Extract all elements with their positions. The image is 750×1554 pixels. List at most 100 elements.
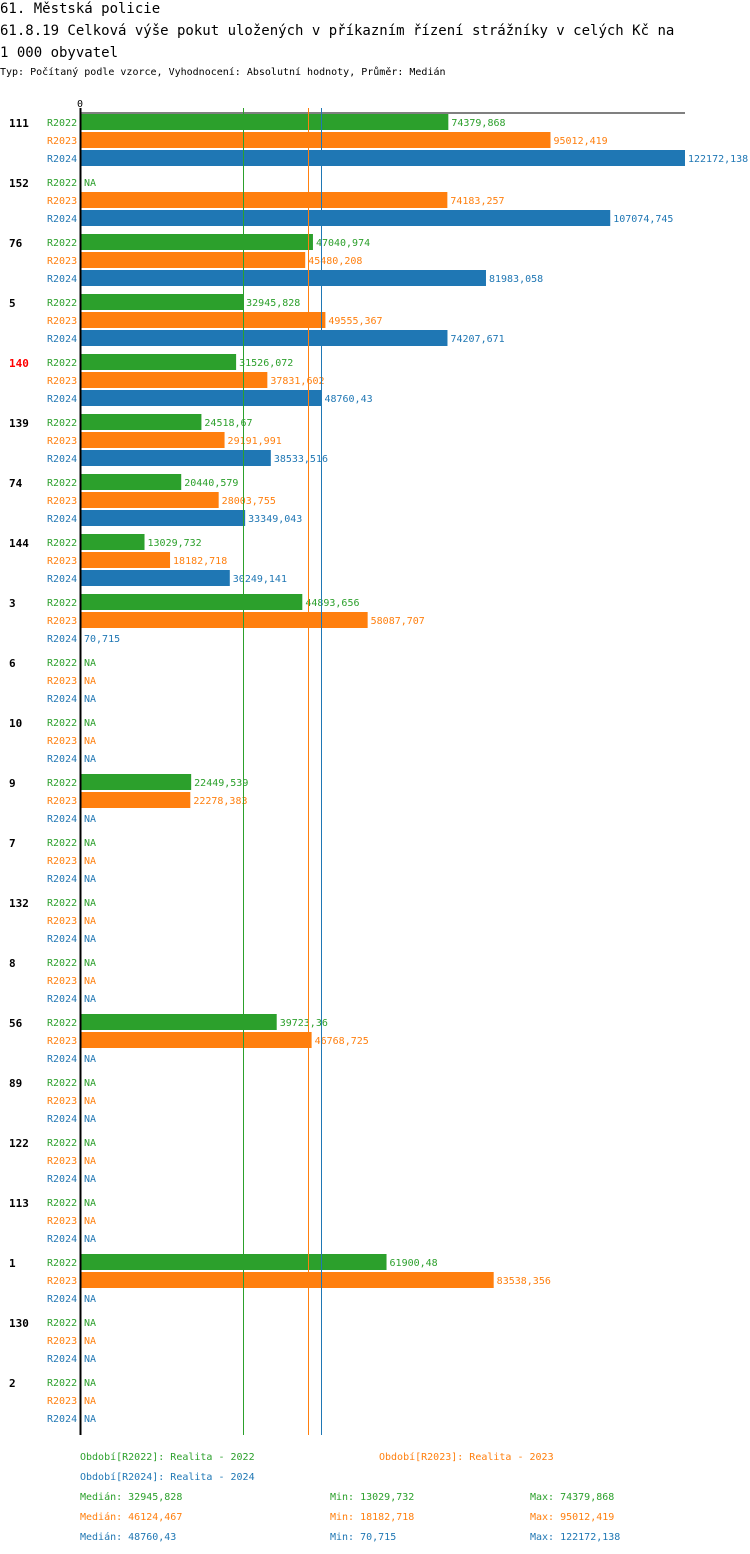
bar-R2022 (80, 774, 192, 790)
series-label: R2022 (47, 778, 77, 789)
bar-value-label: 61900,48 (390, 1258, 438, 1269)
bar-value-label: 39723,36 (280, 1018, 328, 1029)
bar-value-label: NA (84, 1138, 96, 1149)
category-label: 89 (9, 1077, 22, 1090)
series-label: R2023 (47, 856, 77, 867)
bar-value-label: NA (84, 718, 96, 729)
bar-value-label: NA (84, 1318, 96, 1329)
category-label: 9 (9, 777, 16, 790)
series-label: R2024 (47, 1294, 77, 1305)
bar-R2024 (80, 510, 246, 526)
stat-min: Min: 18182,718 (330, 1512, 414, 1523)
series-label: R2024 (47, 1354, 77, 1365)
bar-value-label: 24518,67 (204, 418, 252, 429)
series-label: R2023 (47, 196, 77, 207)
series-label: R2022 (47, 718, 77, 729)
bar-value-label: NA (84, 1174, 96, 1185)
series-label: R2023 (47, 1096, 77, 1107)
series-label: R2024 (47, 154, 77, 165)
bar-value-label: NA (84, 1216, 96, 1227)
bar-value-label: NA (84, 1114, 96, 1125)
bar-R2024 (80, 330, 448, 346)
stat-median: Medián: 46124,467 (80, 1511, 182, 1523)
bar-value-label: 38533,516 (274, 454, 328, 465)
series-label: R2024 (47, 934, 77, 945)
series-label: R2024 (47, 274, 77, 285)
category-label: 139 (9, 417, 29, 430)
bar-value-label: 37831,602 (270, 376, 324, 387)
series-label: R2024 (47, 334, 77, 345)
bar-value-label: 33349,043 (248, 514, 302, 525)
bar-value-label: 49555,367 (328, 316, 382, 327)
bar-value-label: NA (84, 994, 96, 1005)
bar-value-label: 22278,383 (193, 796, 247, 807)
series-label: R2022 (47, 1378, 77, 1389)
bar-R2024 (80, 450, 271, 466)
bar-value-label: NA (84, 856, 96, 867)
series-label: R2022 (47, 1258, 77, 1269)
series-label: R2023 (47, 976, 77, 987)
legend-r2024: Období[R2024]: Realita - 2024 (80, 1471, 255, 1483)
bar-value-label: NA (84, 1294, 96, 1305)
series-label: R2024 (47, 574, 77, 585)
bar-value-label: 20440,579 (184, 478, 238, 489)
chart-title-line1: 61. Městská policie (0, 1, 161, 17)
category-label: 111 (9, 117, 29, 130)
bar-value-label: 31526,072 (239, 358, 293, 369)
bar-value-label: NA (84, 976, 96, 987)
bar-value-label: 107074,745 (613, 214, 673, 225)
bar-value-label: 122172,138 (688, 154, 748, 165)
bar-R2023 (80, 312, 326, 328)
series-label: R2022 (47, 358, 77, 369)
series-label: R2022 (47, 658, 77, 669)
series-label: R2024 (47, 514, 77, 525)
series-label: R2023 (47, 556, 77, 567)
series-label: R2024 (47, 994, 77, 1005)
bar-value-label: 48760,43 (324, 394, 372, 405)
series-label: R2022 (47, 1198, 77, 1209)
series-label: R2022 (47, 958, 77, 969)
series-label: R2023 (47, 316, 77, 327)
category-label: 130 (9, 1317, 29, 1330)
bar-value-label: NA (84, 658, 96, 669)
category-label: 152 (9, 177, 29, 190)
series-label: R2024 (47, 1234, 77, 1245)
bar-R2024 (80, 270, 486, 286)
series-label: R2023 (47, 136, 77, 147)
series-label: R2023 (47, 1396, 77, 1407)
stat-min: Min: 70,715 (330, 1532, 396, 1543)
bar-R2022 (80, 594, 303, 610)
series-label: R2022 (47, 178, 77, 189)
bar-value-label: NA (84, 1096, 96, 1107)
series-label: R2023 (47, 916, 77, 927)
series-label: R2022 (47, 118, 77, 129)
bar-value-label: 47040,974 (316, 238, 370, 249)
bar-R2023 (80, 792, 191, 808)
stat-min: Min: 13029,732 (330, 1492, 414, 1503)
bar-value-label: NA (84, 1378, 96, 1389)
bar-R2022 (80, 234, 313, 250)
bar-value-label: 83538,356 (497, 1276, 551, 1287)
series-label: R2024 (47, 394, 77, 405)
bar-R2024 (80, 390, 322, 406)
bar-value-label: NA (84, 1234, 96, 1245)
series-label: R2022 (47, 1318, 77, 1329)
series-label: R2022 (47, 298, 77, 309)
legend-r2022: Období[R2022]: Realita - 2022 (80, 1451, 255, 1463)
bar-value-label: NA (84, 814, 96, 825)
bar-value-label: 18182,718 (173, 556, 227, 567)
series-label: R2024 (47, 694, 77, 705)
bar-R2023 (80, 1272, 494, 1288)
series-label: R2023 (47, 256, 77, 267)
bar-value-label: NA (84, 178, 96, 189)
bar-R2023 (80, 612, 368, 628)
series-label: R2022 (47, 478, 77, 489)
bar-value-label: NA (84, 1414, 96, 1425)
category-label: 132 (9, 897, 29, 910)
bar-R2023 (80, 492, 219, 508)
series-label: R2023 (47, 736, 77, 747)
series-label: R2024 (47, 1174, 77, 1185)
series-label: R2022 (47, 1138, 77, 1149)
bar-value-label: 81983,058 (489, 274, 543, 285)
bar-value-label: NA (84, 874, 96, 885)
